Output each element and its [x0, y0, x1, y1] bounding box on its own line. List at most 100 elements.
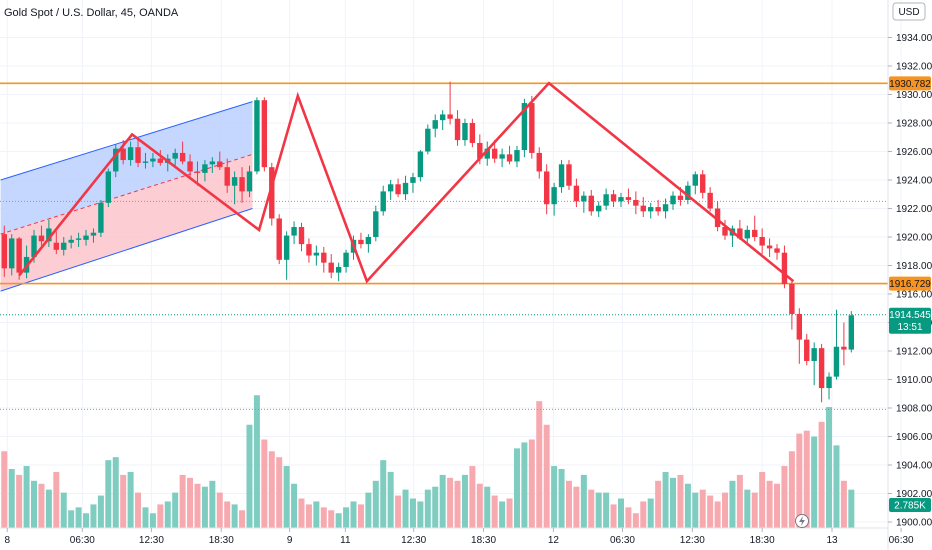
- candle[interactable]: [551, 182, 557, 216]
- candle[interactable]: [387, 180, 394, 200]
- horizontal-lines[interactable]: [0, 82, 888, 410]
- candle[interactable]: [38, 225, 45, 246]
- candle[interactable]: [321, 246, 327, 273]
- candle[interactable]: [209, 157, 216, 173]
- candle[interactable]: [648, 202, 654, 219]
- candle[interactable]: [283, 231, 290, 280]
- currency-label[interactable]: USD: [898, 7, 919, 18]
- price-axis[interactable]: 1900.000 1902.000 1904.000 1906.000 1908.000…: [888, 33, 932, 529]
- candle[interactable]: [454, 110, 461, 146]
- candle[interactable]: [833, 309, 840, 380]
- candle[interactable]: [596, 201, 602, 218]
- candle[interactable]: [75, 232, 82, 247]
- candle[interactable]: [841, 322, 847, 366]
- candles[interactable]: [1, 81, 855, 403]
- currency-button-frame[interactable]: [892, 2, 926, 21]
- candle[interactable]: [365, 234, 372, 253]
- candle[interactable]: [254, 97, 260, 175]
- candle[interactable]: [224, 158, 230, 193]
- candle[interactable]: [194, 161, 201, 186]
- candle[interactable]: [187, 154, 193, 178]
- candle[interactable]: [566, 160, 572, 190]
- candle[interactable]: [707, 187, 713, 212]
- candle[interactable]: [343, 249, 349, 273]
- candle[interactable]: [439, 110, 446, 131]
- candle[interactable]: [432, 114, 438, 138]
- candle[interactable]: [543, 164, 550, 215]
- candle[interactable]: [514, 145, 520, 168]
- candle[interactable]: [157, 150, 164, 166]
- candle[interactable]: [298, 222, 305, 252]
- candle[interactable]: [335, 262, 342, 282]
- candle[interactable]: [16, 237, 22, 280]
- candle[interactable]: [46, 219, 52, 247]
- candle[interactable]: [685, 181, 691, 205]
- candle[interactable]: [261, 97, 268, 172]
- currency-button[interactable]: USD: [892, 2, 926, 21]
- candle[interactable]: [536, 147, 542, 179]
- candle[interactable]: [231, 171, 238, 205]
- candle[interactable]: [447, 81, 453, 125]
- candle[interactable]: [306, 238, 312, 263]
- candle[interactable]: [789, 279, 795, 330]
- candle[interactable]: [714, 201, 721, 232]
- candle[interactable]: [662, 198, 669, 219]
- candle[interactable]: [752, 215, 758, 242]
- candle[interactable]: [558, 160, 565, 193]
- candle[interactable]: [68, 235, 74, 249]
- candle[interactable]: [484, 141, 490, 166]
- candle[interactable]: [135, 138, 141, 168]
- candle[interactable]: [239, 167, 245, 203]
- candle[interactable]: [98, 199, 104, 237]
- candle[interactable]: [469, 118, 476, 148]
- candle[interactable]: [172, 148, 178, 168]
- candle[interactable]: [581, 191, 587, 213]
- zigzag-pattern-drawing[interactable]: [18, 81, 795, 284]
- candle[interactable]: [127, 141, 134, 166]
- candle[interactable]: [633, 191, 639, 215]
- candle[interactable]: [640, 197, 646, 218]
- candle[interactable]: [402, 175, 409, 200]
- candle[interactable]: [202, 160, 208, 182]
- candle[interactable]: [269, 162, 275, 226]
- candle[interactable]: [625, 188, 632, 205]
- candle[interactable]: [700, 170, 706, 199]
- candle[interactable]: [506, 145, 513, 165]
- candle[interactable]: [692, 171, 698, 195]
- lightning-icon[interactable]: [795, 514, 809, 528]
- candle[interactable]: [826, 372, 832, 400]
- time-axis[interactable]: 8 06:30 12:30 18:30 9 11 12:30 18:30 12 06:30 12:3…: [4, 528, 914, 546]
- candle[interactable]: [276, 214, 282, 265]
- candle[interactable]: [848, 311, 855, 353]
- candle[interactable]: [313, 245, 320, 266]
- candle[interactable]: [588, 189, 594, 216]
- candle[interactable]: [380, 185, 386, 216]
- candle[interactable]: [425, 124, 431, 155]
- candle[interactable]: [358, 232, 364, 249]
- candle[interactable]: [1, 225, 7, 277]
- candle[interactable]: [462, 118, 468, 146]
- candle[interactable]: [179, 141, 186, 165]
- candle[interactable]: [373, 205, 379, 242]
- candle[interactable]: [142, 152, 149, 169]
- candle[interactable]: [781, 245, 788, 289]
- candle[interactable]: [83, 229, 89, 246]
- candle[interactable]: [499, 148, 505, 168]
- candle[interactable]: [113, 144, 119, 178]
- candle[interactable]: [811, 342, 817, 386]
- candle[interactable]: [410, 172, 416, 193]
- candle[interactable]: [603, 188, 609, 210]
- candle[interactable]: [655, 199, 661, 216]
- candle[interactable]: [395, 178, 401, 198]
- candle[interactable]: [105, 168, 112, 208]
- candle[interactable]: [90, 228, 97, 243]
- candle[interactable]: [9, 234, 15, 276]
- zigzag-line[interactable]: [18, 81, 795, 284]
- candle[interactable]: [328, 254, 334, 279]
- candle[interactable]: [246, 165, 253, 198]
- candle[interactable]: [722, 219, 728, 240]
- candle[interactable]: [150, 152, 156, 168]
- candle[interactable]: [618, 192, 624, 208]
- candle[interactable]: [774, 244, 780, 260]
